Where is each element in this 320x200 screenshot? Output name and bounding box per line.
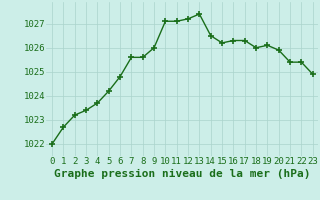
X-axis label: Graphe pression niveau de la mer (hPa): Graphe pression niveau de la mer (hPa) [54,169,311,179]
